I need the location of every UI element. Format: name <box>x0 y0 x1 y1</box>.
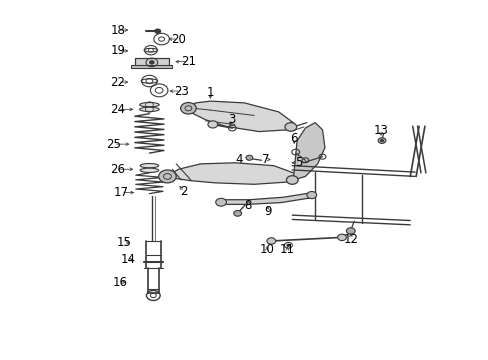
Circle shape <box>245 155 252 160</box>
Text: 9: 9 <box>264 205 271 218</box>
Text: 1: 1 <box>206 86 214 99</box>
Circle shape <box>286 244 289 246</box>
Text: 10: 10 <box>259 243 274 256</box>
Ellipse shape <box>140 107 159 112</box>
Text: 17: 17 <box>113 186 128 199</box>
Circle shape <box>155 29 160 33</box>
Circle shape <box>207 121 217 128</box>
Text: 4: 4 <box>235 153 243 166</box>
Circle shape <box>215 198 226 206</box>
Circle shape <box>149 60 154 64</box>
Circle shape <box>180 103 196 114</box>
Text: 20: 20 <box>171 32 186 46</box>
Polygon shape <box>135 58 168 66</box>
Text: 11: 11 <box>279 243 294 256</box>
Ellipse shape <box>140 103 159 107</box>
Text: 25: 25 <box>106 138 121 150</box>
Circle shape <box>306 192 316 199</box>
Text: 5: 5 <box>294 156 302 169</box>
Text: 2: 2 <box>180 185 187 198</box>
Text: 23: 23 <box>173 85 188 98</box>
Text: 6: 6 <box>290 132 297 145</box>
Text: 21: 21 <box>181 55 196 68</box>
Circle shape <box>233 211 241 216</box>
Text: 3: 3 <box>228 113 235 126</box>
Circle shape <box>286 176 298 184</box>
Circle shape <box>346 228 354 234</box>
Text: 15: 15 <box>116 236 131 249</box>
Text: 12: 12 <box>343 233 358 246</box>
Ellipse shape <box>140 168 158 172</box>
Text: 24: 24 <box>110 103 125 116</box>
Polygon shape <box>220 193 312 204</box>
Text: 16: 16 <box>112 276 127 289</box>
Circle shape <box>266 238 275 244</box>
Circle shape <box>158 170 176 183</box>
Text: 13: 13 <box>373 124 387 137</box>
Circle shape <box>380 139 383 141</box>
Polygon shape <box>293 123 325 180</box>
Text: 8: 8 <box>244 199 252 212</box>
Text: 26: 26 <box>110 163 125 176</box>
Circle shape <box>337 234 346 240</box>
Polygon shape <box>131 65 172 68</box>
Polygon shape <box>185 101 293 132</box>
Text: 18: 18 <box>110 24 125 37</box>
Text: 14: 14 <box>120 253 135 266</box>
Polygon shape <box>165 163 298 184</box>
Text: 7: 7 <box>262 153 269 166</box>
Circle shape <box>377 138 385 143</box>
Text: 19: 19 <box>110 44 125 57</box>
Text: 22: 22 <box>110 76 125 89</box>
Ellipse shape <box>140 163 158 168</box>
Circle shape <box>285 123 296 131</box>
